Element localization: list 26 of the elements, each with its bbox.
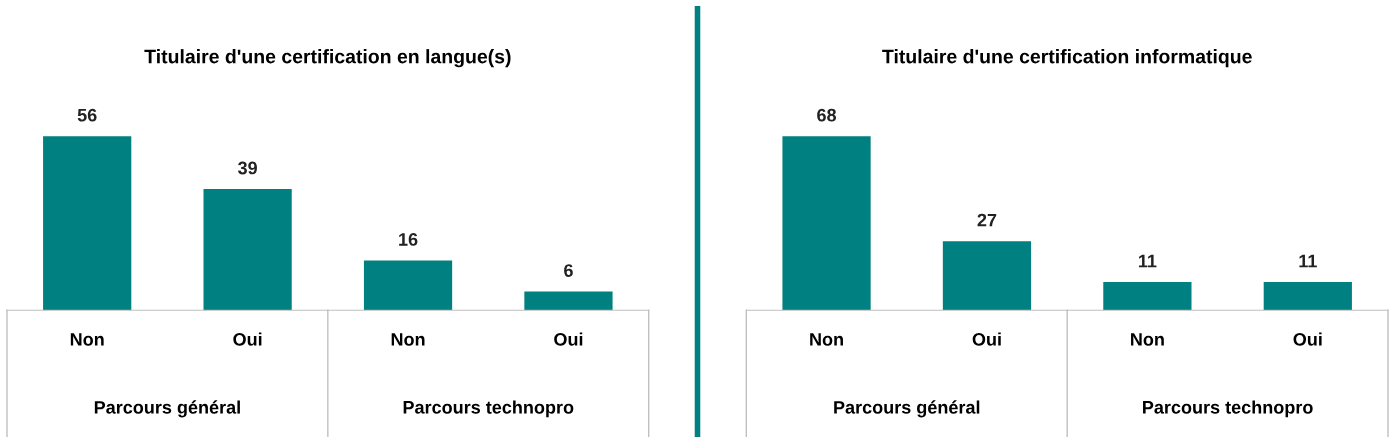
text: Parcours technopro: [1143, 400, 1313, 418]
chart-title: Titulaire d'une certification en langue(s): [144, 49, 511, 68]
bar: [363, 260, 453, 311]
bar: [203, 189, 292, 311]
x-tick-label: Oui: [972, 332, 1001, 346]
x-tick-label: Oui: [1293, 332, 1322, 346]
data-label: 6: [564, 264, 573, 277]
x-tick-label: Non: [810, 333, 843, 346]
text: Parcours général: [834, 400, 980, 418]
x-tick-label: Oui: [233, 332, 262, 346]
chart-title: Titulaire d'une certification informatique: [882, 49, 1252, 68]
data-label: 16: [399, 233, 418, 246]
text: Parcours technopro: [403, 400, 574, 418]
data-label: 56: [77, 108, 97, 122]
x-tick-label: Non: [1131, 333, 1164, 346]
x-tick-label: Non: [70, 333, 104, 346]
x-tick-label: Non: [391, 333, 425, 346]
bar: [524, 291, 613, 311]
data-label: 39: [237, 161, 257, 175]
data-label: 27: [977, 213, 997, 227]
data-label: 11: [1299, 254, 1317, 268]
text: Parcours général: [94, 400, 240, 418]
data-label: 68: [817, 108, 837, 122]
bar: [43, 136, 132, 311]
x-tick-label: Oui: [554, 332, 583, 346]
data-label: 11: [1138, 254, 1157, 268]
